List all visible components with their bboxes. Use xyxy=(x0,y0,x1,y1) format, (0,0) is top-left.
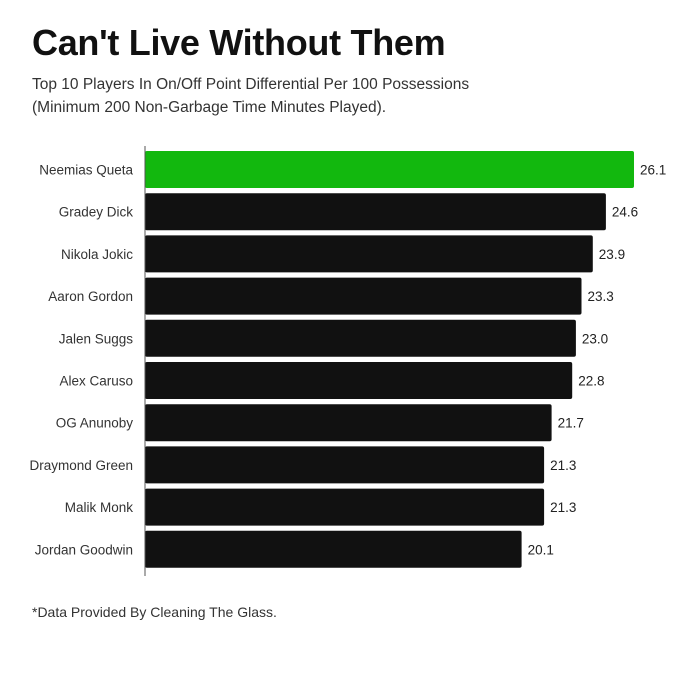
bar-gradey-dick xyxy=(145,193,606,231)
category-label: Neemias Queta xyxy=(39,163,133,178)
chart-subtitle: Top 10 Players In On/Off Point Different… xyxy=(32,73,652,119)
category-label: OG Anunoby xyxy=(56,416,134,431)
bar-malik-monk xyxy=(145,488,545,526)
value-label: 22.8 xyxy=(578,374,604,389)
value-label: 21.7 xyxy=(558,416,584,431)
data-source-footnote: *Data Provided By Cleaning The Glass. xyxy=(32,604,277,620)
value-label: 26.1 xyxy=(640,163,666,178)
category-label: Aaron Gordon xyxy=(48,289,133,304)
value-label: 21.3 xyxy=(550,458,576,473)
subtitle-line-1: Top 10 Players In On/Off Point Different… xyxy=(32,76,470,93)
category-label: Alex Caruso xyxy=(59,374,133,389)
value-label: 21.3 xyxy=(550,500,576,515)
bar-og-anunoby xyxy=(145,404,552,442)
bar-chart: Neemias Queta 26.1 Gradey Dick 24.6 Nikola J… xyxy=(29,146,666,576)
value-label: 20.1 xyxy=(528,542,554,557)
value-label: 23.0 xyxy=(582,331,608,346)
bar-neemias-queta xyxy=(145,151,634,188)
value-label: 23.3 xyxy=(588,289,614,304)
bar-alex-caruso xyxy=(145,362,573,399)
bar-draymond-green xyxy=(145,446,545,484)
bar-jordan-goodwin xyxy=(145,530,522,568)
bar-jalen-suggs xyxy=(145,319,576,357)
chart-title: Can't Live Without Them xyxy=(32,22,446,63)
category-label: Gradey Dick xyxy=(59,205,134,220)
category-label: Nikola Jokic xyxy=(61,247,133,262)
bar-nikola-jokic xyxy=(145,235,593,273)
category-label: Draymond Green xyxy=(29,458,133,473)
category-label: Jalen Suggs xyxy=(59,331,134,346)
bar-aaron-gordon xyxy=(145,277,582,315)
value-label: 23.9 xyxy=(599,247,625,262)
subtitle-line-2: (Minimum 200 Non-Garbage Time Minutes Pl… xyxy=(32,99,387,116)
value-label: 24.6 xyxy=(612,205,638,220)
category-label: Malik Monk xyxy=(65,500,134,515)
category-label: Jordan Goodwin xyxy=(35,542,133,557)
